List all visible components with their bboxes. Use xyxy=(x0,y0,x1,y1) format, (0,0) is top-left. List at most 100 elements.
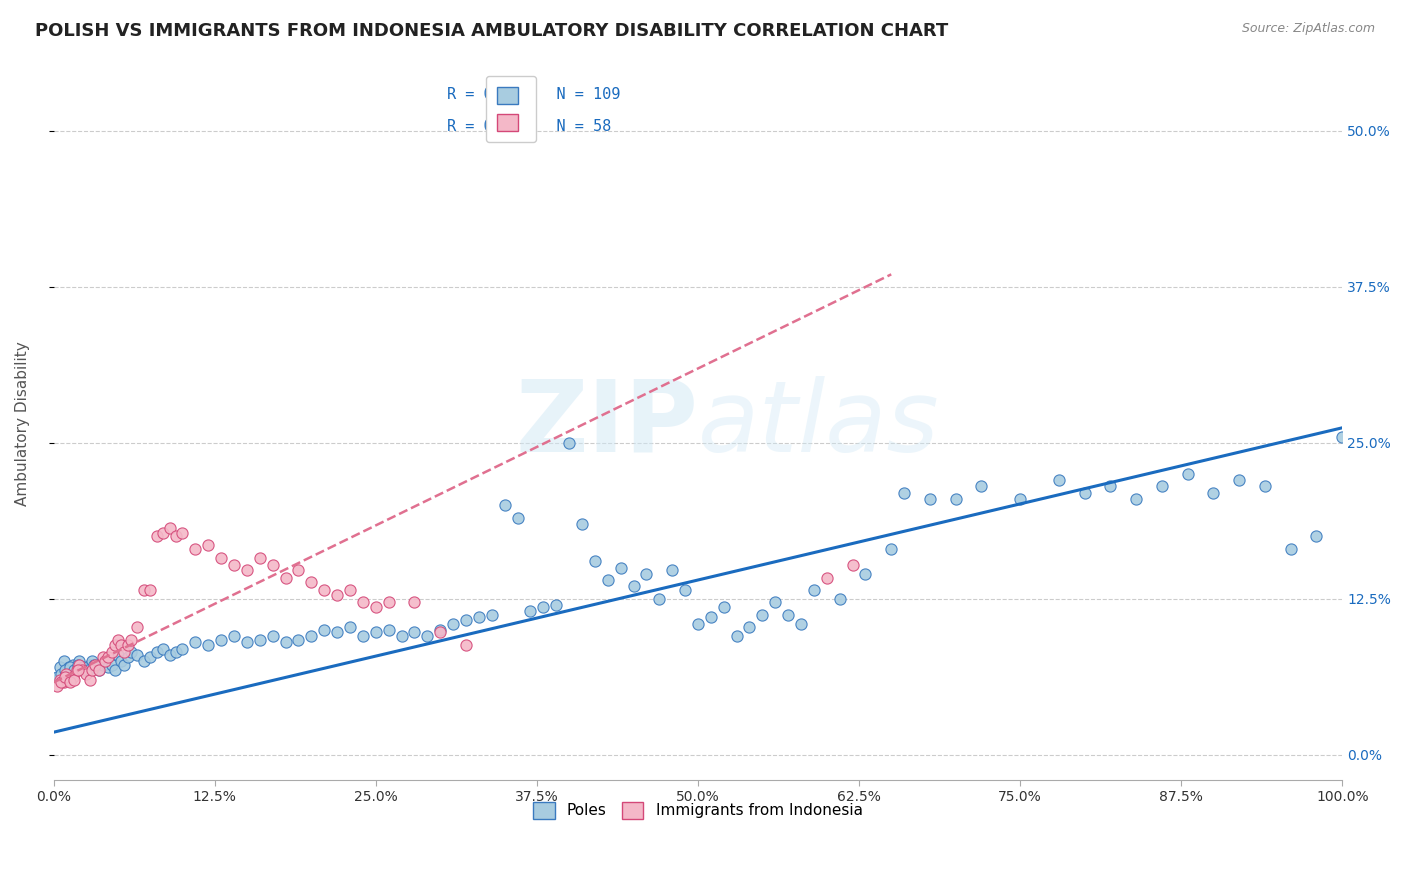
Point xyxy=(454,638,477,652)
Point xyxy=(67,657,90,672)
Point xyxy=(132,582,155,597)
Point xyxy=(441,616,464,631)
Point xyxy=(51,666,73,681)
Point xyxy=(855,566,877,581)
Point xyxy=(120,645,142,659)
Point xyxy=(416,629,439,643)
Point xyxy=(468,610,491,624)
Point xyxy=(815,570,838,584)
Point xyxy=(454,613,477,627)
Text: R = 0.217   N = 58: R = 0.217 N = 58 xyxy=(447,120,610,134)
Point xyxy=(377,595,399,609)
Point xyxy=(46,679,69,693)
Point xyxy=(152,641,174,656)
Point xyxy=(236,635,259,649)
Point xyxy=(299,575,322,590)
Point xyxy=(107,632,129,647)
Point xyxy=(352,629,374,643)
Point xyxy=(53,663,76,677)
Point xyxy=(52,675,75,690)
Point xyxy=(70,663,93,677)
Point xyxy=(1073,485,1095,500)
Legend: Poles, Immigrants from Indonesia: Poles, Immigrants from Indonesia xyxy=(527,796,869,825)
Point xyxy=(377,623,399,637)
Point xyxy=(184,635,207,649)
Point xyxy=(314,582,336,597)
Point xyxy=(1331,429,1354,443)
Point xyxy=(152,525,174,540)
Point xyxy=(636,566,658,581)
Point xyxy=(352,595,374,609)
Point xyxy=(55,666,77,681)
Point xyxy=(494,498,516,512)
Point xyxy=(172,525,194,540)
Point xyxy=(79,657,101,672)
Point xyxy=(751,607,773,622)
Point xyxy=(880,541,903,556)
Point xyxy=(648,591,671,606)
Point xyxy=(222,558,245,572)
Text: ZIP: ZIP xyxy=(515,376,697,473)
Point xyxy=(83,657,105,672)
Point xyxy=(249,550,271,565)
Point xyxy=(1305,529,1327,543)
Point xyxy=(127,648,149,662)
Point xyxy=(117,638,139,652)
Point xyxy=(1177,467,1199,481)
Point xyxy=(299,629,322,643)
Point xyxy=(1010,491,1032,506)
Point xyxy=(571,516,593,531)
Point xyxy=(725,629,748,643)
Point xyxy=(83,660,105,674)
Point xyxy=(274,570,297,584)
Point xyxy=(339,582,361,597)
Point xyxy=(763,595,786,609)
Point xyxy=(429,623,451,637)
Point xyxy=(546,598,568,612)
Point xyxy=(236,563,259,577)
Point xyxy=(82,654,104,668)
Text: POLISH VS IMMIGRANTS FROM INDONESIA AMBULATORY DISABILITY CORRELATION CHART: POLISH VS IMMIGRANTS FROM INDONESIA AMBU… xyxy=(35,22,949,40)
Point xyxy=(139,582,162,597)
Point xyxy=(596,573,619,587)
Point xyxy=(58,673,80,687)
Point xyxy=(945,491,967,506)
Point xyxy=(120,632,142,647)
Point xyxy=(583,554,606,568)
Point xyxy=(97,650,120,665)
Point xyxy=(404,595,426,609)
Point xyxy=(262,629,284,643)
Point xyxy=(429,625,451,640)
Point xyxy=(274,635,297,649)
Point xyxy=(287,563,309,577)
Point xyxy=(79,673,101,687)
Point xyxy=(287,632,309,647)
Point xyxy=(82,663,104,677)
Point xyxy=(1047,473,1070,487)
Point xyxy=(172,641,194,656)
Point xyxy=(1254,479,1277,493)
Point xyxy=(114,657,136,672)
Point xyxy=(1227,473,1250,487)
Point xyxy=(132,654,155,668)
Point xyxy=(159,648,181,662)
Point xyxy=(87,663,110,677)
Point xyxy=(1099,479,1122,493)
Point xyxy=(209,550,232,565)
Point xyxy=(326,588,349,602)
Point xyxy=(62,670,84,684)
Point xyxy=(661,563,683,577)
Point xyxy=(67,663,90,677)
Point xyxy=(326,625,349,640)
Point xyxy=(209,632,232,647)
Point xyxy=(673,582,696,597)
Point xyxy=(62,657,84,672)
Point xyxy=(803,582,825,597)
Point xyxy=(127,620,149,634)
Text: R = 0.570   N = 109: R = 0.570 N = 109 xyxy=(447,87,620,102)
Point xyxy=(558,435,581,450)
Point xyxy=(107,648,129,662)
Point xyxy=(481,607,503,622)
Point xyxy=(110,638,132,652)
Point xyxy=(404,625,426,640)
